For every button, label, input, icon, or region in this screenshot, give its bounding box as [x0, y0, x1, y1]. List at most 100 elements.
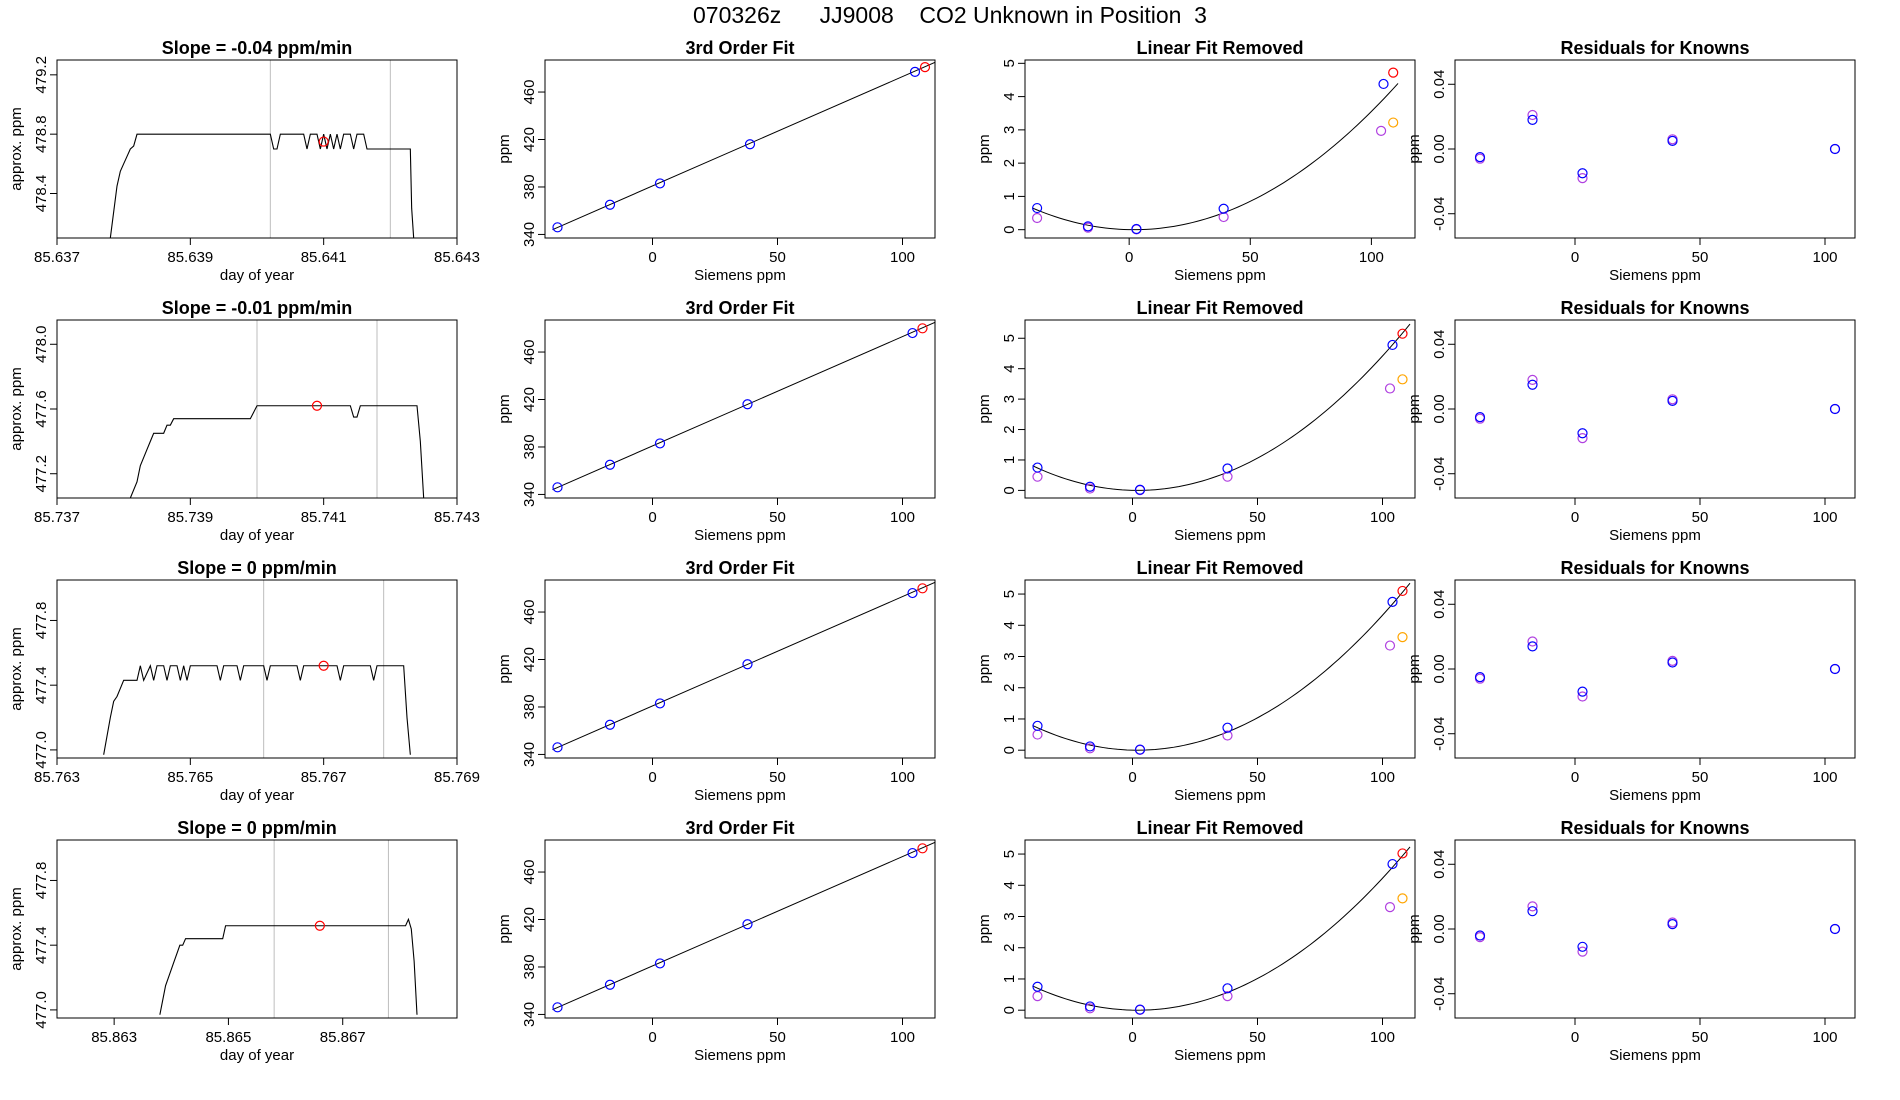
r1-fit-xtick-label-0: 0 [648, 249, 656, 266]
r3-res-purple-point-2 [1577, 691, 1588, 702]
r2-res-blue-point-4 [1829, 403, 1841, 415]
r4-res-blue-point-1 [1527, 906, 1538, 917]
r2-res-blue-point-2 [1577, 428, 1588, 439]
r1-lin-ytick-label-2: 2 [1001, 159, 1018, 167]
r3-fit-known-point-4 [907, 587, 918, 599]
r4-slope-ylabel: approx. ppm [8, 887, 25, 970]
r3-lin-ytick-label-1: 1 [1001, 715, 1018, 723]
r1-res-purple-point-2 [1577, 173, 1588, 184]
r4-fit-unknown-point [917, 843, 928, 854]
r3-lin-ytick-label-2: 2 [1001, 684, 1018, 692]
r4-fit-xlabel: Siemens ppm [694, 1047, 786, 1064]
r3-res-xtick-label-1: 50 [1692, 769, 1709, 786]
r1-lin-unknown-point [1388, 67, 1399, 78]
r1-fit-ytick-label-1: 380 [521, 174, 538, 199]
r2-slope-xlabel: day of year [220, 527, 294, 544]
r1-lin-ytick-label-3: 3 [1001, 126, 1018, 134]
r1-lin-known-point-0 [1032, 202, 1043, 214]
r2-lin-xlabel: Siemens ppm [1174, 527, 1266, 544]
r1-slope-ytick-label-2: 479.2 [33, 56, 50, 94]
r1-fit-known-point-2 [654, 178, 666, 189]
r3-lin-ytick-label-0: 0 [1001, 746, 1018, 754]
r1-lin-known-point-3 [1218, 203, 1229, 214]
r4-slope-title: Slope = 0 ppm/min [177, 818, 337, 838]
r1-res-xlabel: Siemens ppm [1609, 267, 1701, 284]
r1-lin-xtick-label-0: 0 [1125, 249, 1133, 266]
r3-fit-ytick-label-1: 380 [521, 694, 538, 719]
r4-fit-known-point-2 [654, 958, 666, 969]
r3-fit-known-point-3 [742, 659, 753, 670]
r2-slope-trace-line [129, 405, 425, 498]
r2-slope-title: Slope = -0.01 ppm/min [162, 298, 353, 318]
r3-res-purple-point-1 [1527, 636, 1538, 647]
r1-slope-title: Slope = -0.04 ppm/min [162, 38, 353, 58]
r2-lin-ytick-label-1: 1 [1001, 456, 1018, 464]
r1-slope-xtick-label-0: 85.637 [34, 249, 80, 266]
r3-lin-fit-curve [1032, 582, 1411, 751]
r4-res-ytick-label-0: -0.04 [1431, 977, 1448, 1011]
page-title: 070326z JJ9008 CO2 Unknown in Position 3 [693, 2, 1207, 28]
r4-fit-known-point-0 [552, 1002, 563, 1013]
r4-lin-known-point-3 [1222, 983, 1233, 994]
r3-fit-xlabel: Siemens ppm [694, 787, 786, 804]
r4-res-blue-point-4 [1829, 923, 1841, 935]
r2-lin-purple-point-4 [1384, 383, 1396, 394]
r2-lin-ytick-label-2: 2 [1001, 425, 1018, 433]
r3-res-blue-point-0 [1474, 671, 1486, 683]
r3-lin-known-point-3 [1222, 722, 1233, 733]
r3-slope-frame [56, 579, 458, 759]
r4-lin-known-point-1 [1084, 1001, 1096, 1012]
r2-fit-unknown-point [917, 323, 928, 334]
r2-res-purple-point-2 [1577, 433, 1588, 444]
r2-lin-known-point-4 [1387, 339, 1398, 351]
r2-lin-ytick-label-3: 3 [1001, 395, 1018, 403]
r2-res-xtick-label-2: 100 [1812, 509, 1837, 526]
r3-fit-unknown-point [917, 583, 928, 594]
r3-fit-xtick-label-0: 0 [648, 769, 656, 786]
r1-lin-known-point-1 [1082, 221, 1094, 232]
r2-slope-xtick-label-1: 85.739 [167, 509, 213, 526]
r2-lin-orange-point [1397, 374, 1408, 385]
r2-fit-known-point-3 [742, 399, 753, 410]
r4-slope-xlabel: day of year [220, 1047, 294, 1064]
r3-fit-ytick-label-0: 340 [521, 742, 538, 767]
r2-lin-unknown-point [1397, 328, 1408, 339]
r3-slope-unknown-point [318, 660, 329, 671]
r4-res-xtick-label-2: 100 [1812, 1029, 1837, 1046]
r4-slope-trace-line [159, 917, 418, 1015]
r4-lin-fit-curve [1032, 846, 1411, 1011]
r1-lin-ytick-label-4: 4 [1001, 92, 1018, 100]
r3-lin-known-point-0 [1032, 720, 1043, 731]
r4-res-xtick-label-0: 0 [1571, 1029, 1579, 1046]
r1-fit-ylabel: ppm [496, 134, 513, 163]
r2-lin-frame [1024, 319, 1416, 499]
r1-slope-xtick-label-3: 85.643 [434, 249, 480, 266]
r2-fit-frame [544, 319, 936, 499]
r4-lin-ytick-label-1: 1 [1001, 975, 1018, 983]
r3-res-xtick-label-2: 100 [1812, 769, 1837, 786]
r2-lin-known-point-3 [1222, 463, 1233, 474]
r4-lin-known-point-0 [1032, 981, 1043, 992]
r1-fit-ytick-label-2: 420 [521, 127, 538, 152]
r2-fit-known-point-2 [654, 438, 666, 449]
r4-fit-ylabel: ppm [496, 914, 513, 943]
r2-res-purple-point-1 [1527, 374, 1538, 385]
r3-lin-ytick-label-5: 5 [1001, 590, 1018, 598]
r4-res-ytick-label-1: 0.00 [1431, 914, 1448, 943]
r4-lin-xtick-label-2: 100 [1370, 1029, 1395, 1046]
r3-lin-title: Linear Fit Removed [1136, 558, 1303, 578]
r3-lin-purple-point-4 [1384, 640, 1396, 651]
r1-lin-purple-point-3 [1218, 211, 1229, 223]
r1-fit-known-point-3 [744, 139, 756, 150]
r3-slope-xtick-label-1: 85.765 [167, 769, 213, 786]
r1-res-frame [1454, 59, 1856, 239]
r2-fit-known-point-4 [907, 327, 918, 339]
r4-lin-known-point-2 [1134, 1004, 1146, 1015]
r2-lin-known-point-2 [1134, 484, 1146, 495]
r2-res-ytick-label-0: -0.04 [1431, 457, 1448, 491]
r2-fit-ytick-label-3: 460 [521, 340, 538, 365]
r3-slope-trace-line [103, 664, 411, 755]
r1-slope-unknown-point [318, 136, 329, 147]
r3-lin-known-point-4 [1387, 596, 1398, 607]
r4-lin-xtick-label-1: 50 [1249, 1029, 1266, 1046]
